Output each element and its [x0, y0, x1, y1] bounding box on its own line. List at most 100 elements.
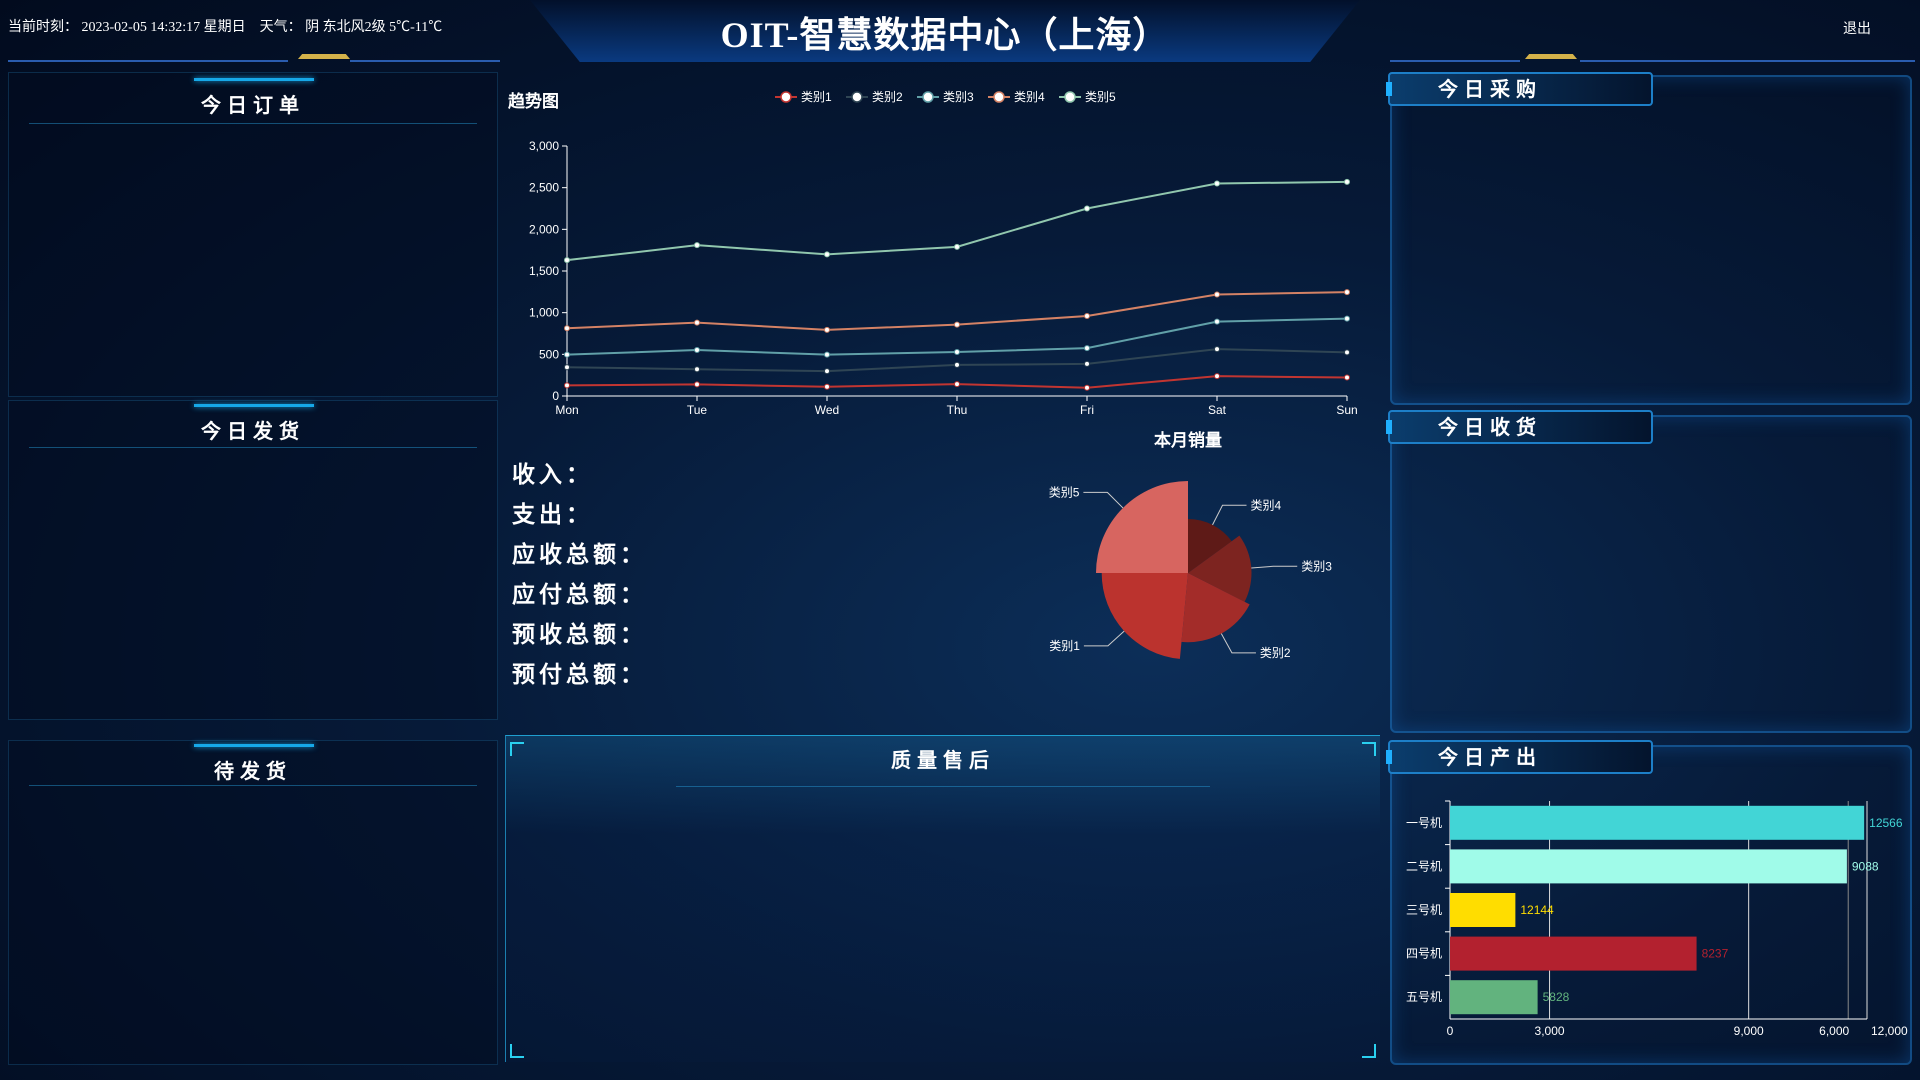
panel-today-shipped: 今日发货	[8, 400, 498, 720]
x-tick-label: Wed	[815, 403, 839, 417]
bar-一号机	[1450, 805, 1865, 840]
bar-三号机	[1450, 893, 1516, 927]
panel-accent	[194, 744, 314, 747]
legend-label: 类别5	[1085, 90, 1116, 104]
legend-label: 类别4	[1014, 90, 1045, 104]
y-tick-label: 2,000	[529, 222, 559, 236]
panel-quality-aftersales: 质量售后	[505, 735, 1380, 1062]
slice-label: 类别2	[1260, 646, 1291, 660]
slice-label: 类别4	[1251, 498, 1282, 512]
data-point	[694, 347, 700, 353]
finance-label: 预收总额：	[512, 621, 647, 648]
pie-slice-类别2	[1181, 573, 1250, 643]
panel-title: 今日收货	[1386, 410, 1653, 444]
corner-decoration	[1362, 742, 1376, 756]
weather: 阴 东北风2级 5℃-11℃	[305, 20, 443, 35]
data-point	[1084, 360, 1090, 367]
divider	[29, 123, 477, 124]
legend-label: 类别3	[943, 90, 974, 104]
data-point	[1344, 178, 1350, 185]
x-tick-label: Mon	[555, 403, 578, 417]
legend-marker	[922, 91, 934, 103]
x-tick-label: 9,000	[1734, 1024, 1764, 1038]
divider	[676, 786, 1210, 787]
divider	[29, 447, 477, 448]
pie-slice-类别3	[1188, 535, 1252, 602]
panel-accent	[194, 78, 314, 81]
finance-label: 收入：	[512, 461, 593, 488]
weather-label: 天气：	[259, 20, 302, 35]
header-title-banner	[530, 0, 1360, 62]
y-category-label: 三号机	[1406, 903, 1442, 917]
data-point	[824, 251, 830, 258]
data-point	[824, 351, 830, 358]
slice-label: 类别1	[1049, 639, 1080, 653]
clock-weather: 当前时刻： 2023-02-05 14:32:17 星期日 天气： 阴 东北风2…	[8, 16, 442, 36]
finance-label: 支出：	[512, 501, 593, 528]
bar-五号机	[1450, 980, 1538, 1015]
leader-line	[1083, 491, 1124, 509]
data-point	[694, 319, 700, 326]
data-point	[824, 368, 830, 375]
data-point	[1214, 346, 1220, 353]
leader-line	[1083, 630, 1125, 647]
y-tick-label: 2,500	[529, 181, 559, 195]
panel-title: 待发货	[214, 759, 292, 783]
y-tick-label: 1,000	[529, 306, 559, 320]
x-tick-label: Fri	[1080, 403, 1094, 417]
data-point	[1084, 205, 1090, 212]
data-point	[1344, 374, 1350, 381]
corner-decoration	[510, 742, 524, 756]
header: OIT-智慧数据中心（上海） 当前时刻： 2023-02-05 14:32:17…	[0, 0, 1920, 62]
data-point	[564, 257, 570, 264]
legend-label: 类别1	[801, 90, 832, 104]
panel-today-received	[1390, 415, 1912, 733]
leader-line	[1220, 633, 1256, 654]
corner-decoration	[510, 1044, 524, 1058]
x-tick-label: 0	[1447, 1024, 1454, 1038]
bar-value-label: 5828	[1543, 990, 1570, 1004]
data-point	[954, 243, 960, 250]
y-category-label: 四号机	[1406, 947, 1442, 961]
data-point	[564, 364, 570, 371]
corner-decoration	[1362, 1044, 1376, 1058]
data-point	[564, 382, 570, 389]
pie-slice-类别1	[1101, 573, 1188, 659]
data-point	[694, 366, 700, 373]
x-tick-label: Sun	[1336, 403, 1357, 417]
panel-title: 今日产出	[1386, 740, 1653, 774]
data-point	[1344, 349, 1350, 356]
bar-value-label: 12566	[1869, 816, 1903, 830]
panel-title: 质量售后	[891, 748, 995, 772]
panel-title: 今日订单	[201, 93, 305, 117]
pie-slice-类别4	[1188, 519, 1232, 573]
data-point	[824, 383, 830, 390]
y-tick-label: 500	[539, 347, 559, 361]
data-point	[694, 381, 700, 388]
panel-title: 今日采购	[1386, 72, 1653, 106]
data-point	[1084, 313, 1090, 319]
finance-label: 应收总额：	[512, 541, 647, 568]
slice-label: 类别3	[1301, 559, 1332, 573]
data-point	[564, 325, 570, 332]
legend-marker	[851, 91, 863, 103]
chart-title: 趋势图	[508, 91, 559, 111]
x-tick-label: 3,000	[1535, 1024, 1565, 1038]
panel-title: 今日发货	[201, 419, 305, 443]
data-point	[954, 361, 960, 368]
x-tick-label: Sat	[1208, 403, 1227, 417]
data-point	[1214, 373, 1220, 380]
gold-accent	[1525, 54, 1577, 59]
x-tick-label: Thu	[947, 403, 968, 417]
bar-value-label: 9088	[1852, 859, 1879, 873]
datetime: 2023-02-05 14:32:17 星期日	[81, 20, 246, 35]
logout-button[interactable]: 退出	[1843, 20, 1871, 36]
divider	[29, 785, 477, 786]
x-tick-label: Tue	[687, 403, 708, 417]
data-point	[564, 351, 570, 358]
data-point	[1084, 345, 1090, 352]
y-category-label: 五号机	[1406, 990, 1442, 1004]
clock-label: 当前时刻：	[8, 20, 78, 35]
data-point	[694, 242, 700, 249]
legend-marker	[993, 91, 1005, 103]
